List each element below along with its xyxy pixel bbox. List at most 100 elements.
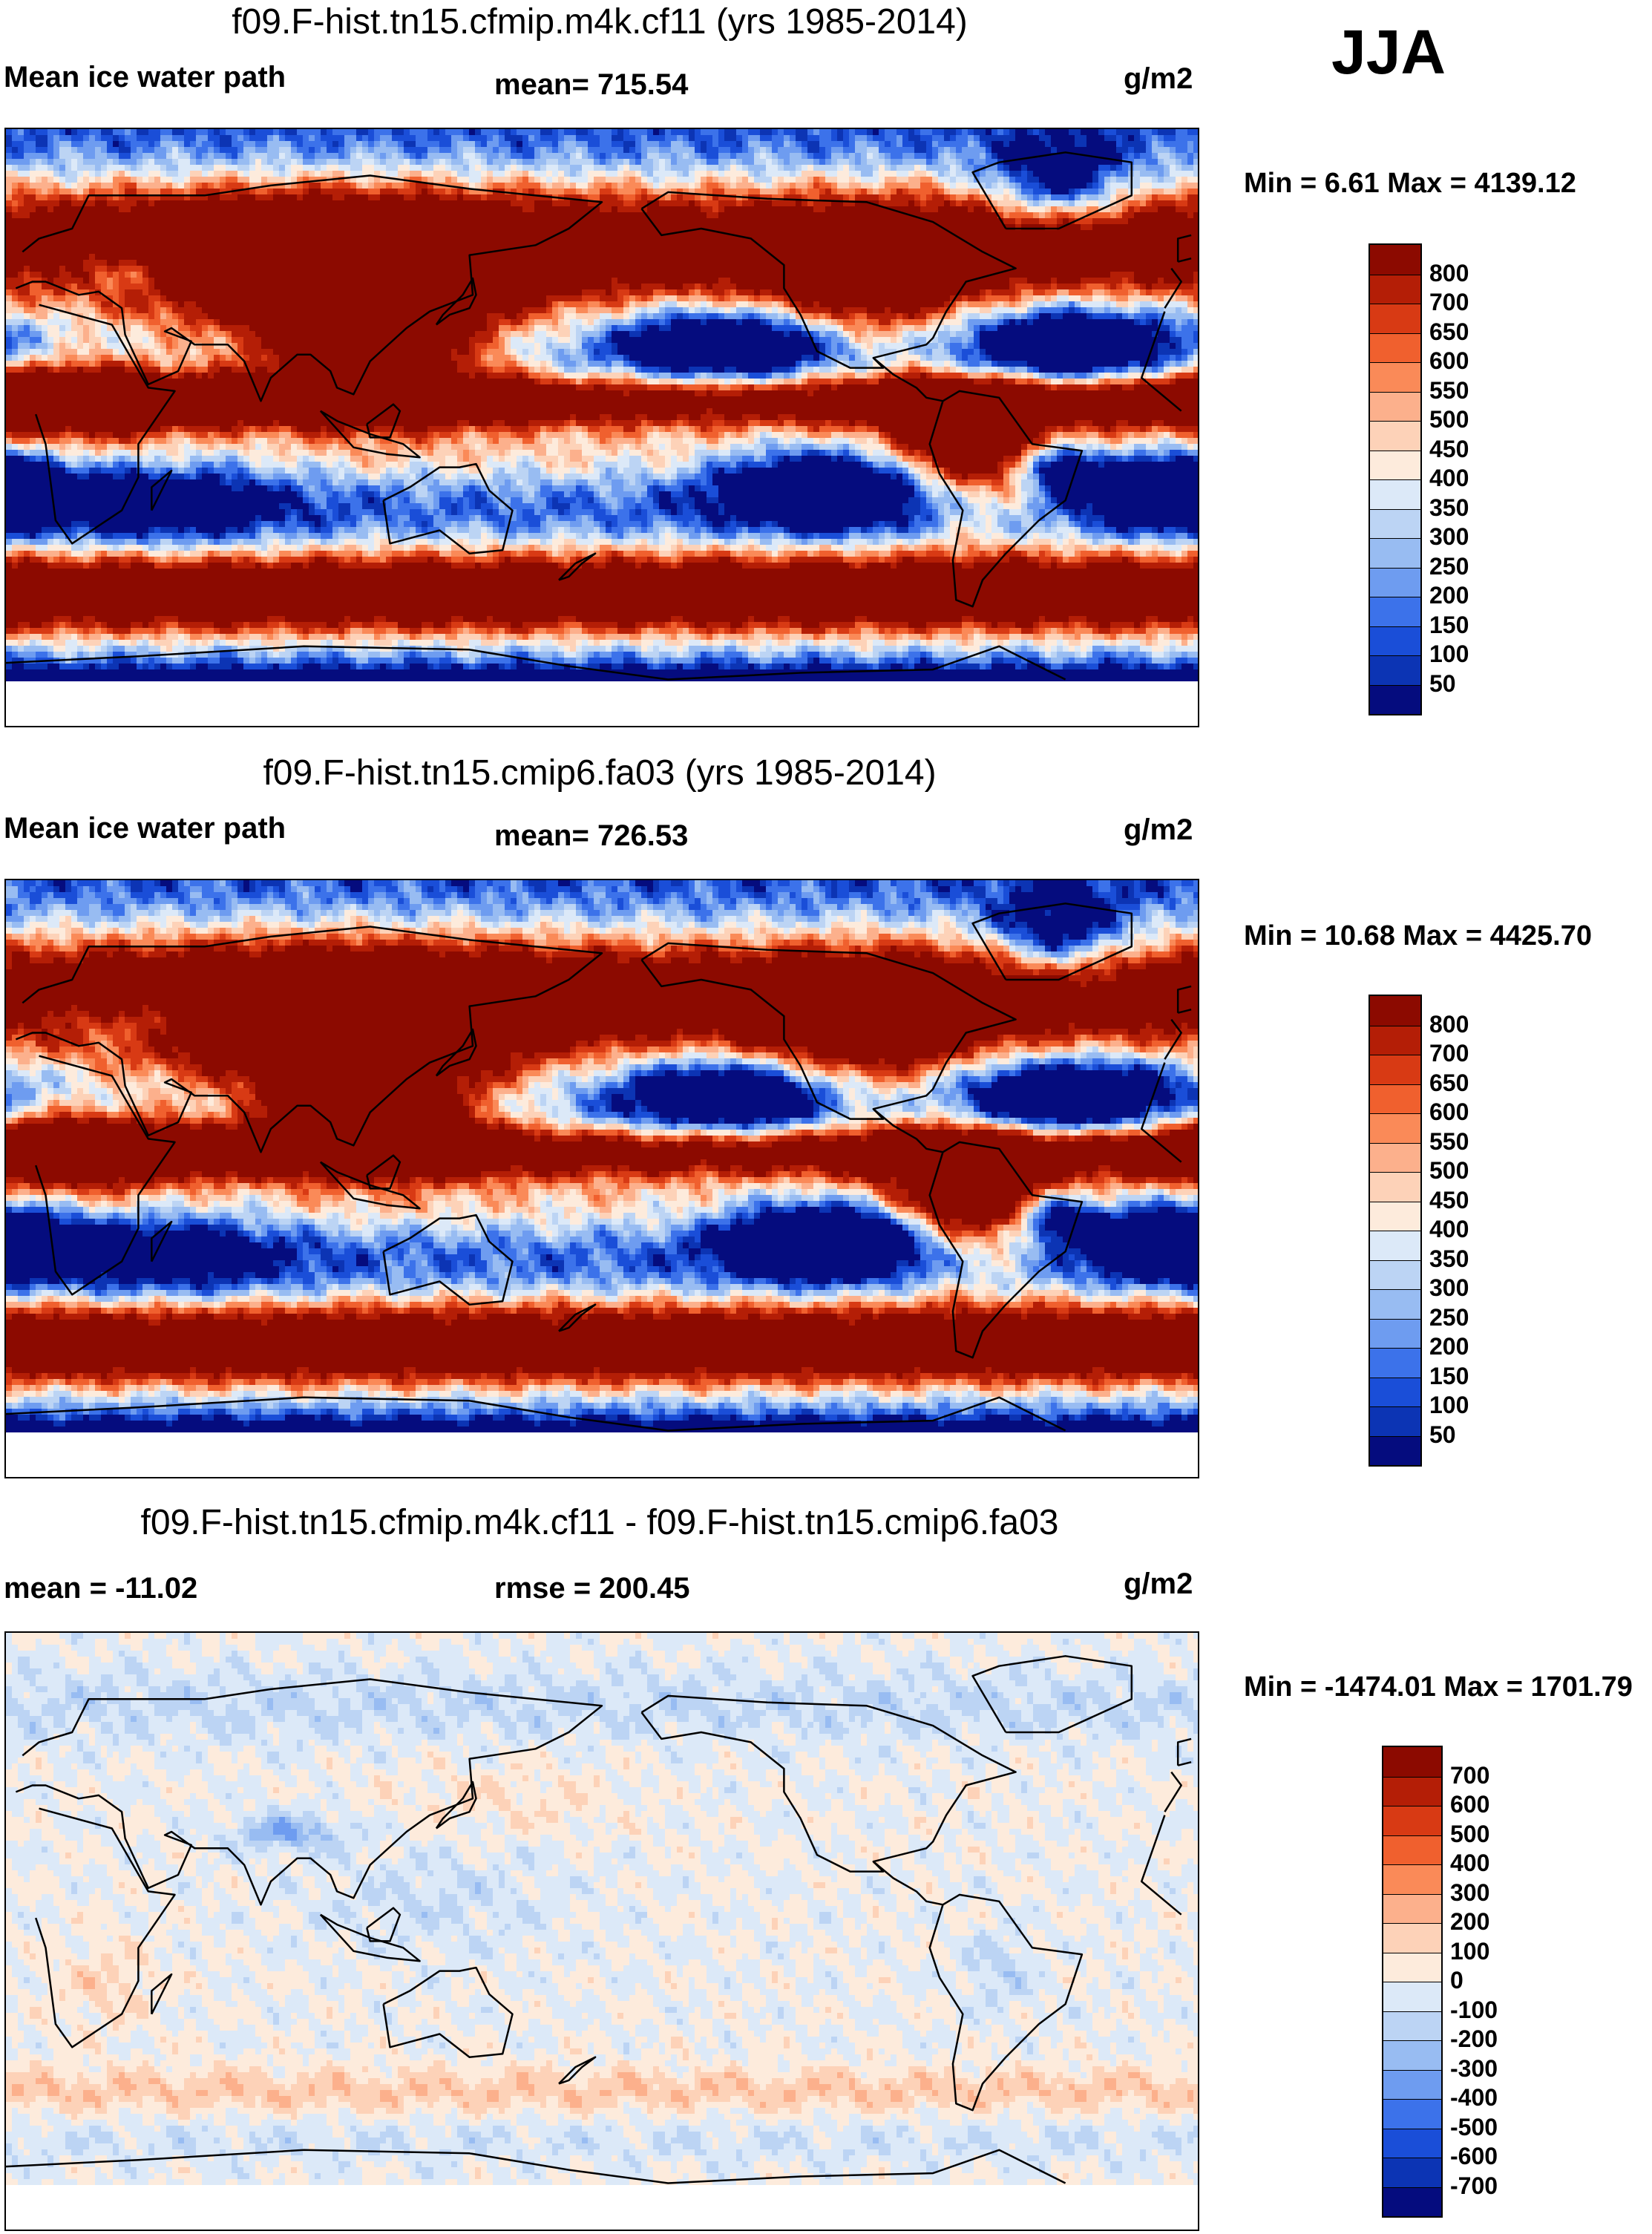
colorbar-swatch xyxy=(1383,2099,1441,2129)
colorbar-swatch xyxy=(1383,1923,1441,1953)
colorbar-swatch xyxy=(1370,1084,1420,1113)
colorbar-swatch xyxy=(1370,1231,1420,1260)
panel-2-field xyxy=(6,880,1198,1477)
colorbar-tick-label: -100 xyxy=(1450,1996,1498,2023)
colorbar-tick-label: 200 xyxy=(1429,582,1469,609)
colorbar-swatch xyxy=(1383,2011,1441,2040)
colorbar-swatch xyxy=(1370,1055,1420,1084)
colorbar-tick-label: -400 xyxy=(1450,2084,1498,2111)
colorbar-swatch xyxy=(1370,1172,1420,1202)
panel-2-minmax: Min = 10.68 Max = 4425.70 xyxy=(1244,920,1592,951)
colorbar-tick-label: 300 xyxy=(1429,1274,1469,1301)
colorbar-tick-label: 450 xyxy=(1429,1186,1469,1213)
colorbar-tick-label: 600 xyxy=(1450,1791,1490,1818)
colorbar-swatch xyxy=(1383,1776,1441,1806)
colorbar-tick-label: -500 xyxy=(1450,2113,1498,2140)
panel-2-mean-label: mean= 726.53 xyxy=(494,819,689,852)
colorbar-swatch xyxy=(1370,362,1420,392)
colorbar-tick-label: 300 xyxy=(1450,1878,1490,1906)
colorbar-tick-label: 550 xyxy=(1429,376,1469,404)
colorbar-tick-label: 300 xyxy=(1429,523,1469,550)
panel-3-coastlines xyxy=(6,1655,1192,2184)
panel-1-left-label: Mean ice water path xyxy=(4,61,286,94)
colorbar-swatch xyxy=(1370,626,1420,655)
colorbar-tick-label: 100 xyxy=(1429,1392,1469,1418)
colorbar-swatch xyxy=(1383,2128,1441,2158)
colorbar-swatch xyxy=(1370,1025,1420,1055)
colorbar-swatch xyxy=(1370,1377,1420,1406)
panel-2-colorbar xyxy=(1369,995,1422,1467)
colorbar-tick-label: 100 xyxy=(1429,641,1469,667)
panel-3-units-label: g/m2 xyxy=(1124,1568,1193,1600)
panel-1-map-svg xyxy=(6,129,1198,726)
colorbar-swatch xyxy=(1383,2158,1441,2187)
colorbar-swatch xyxy=(1370,1113,1420,1143)
colorbar-tick-label: 800 xyxy=(1429,1010,1469,1038)
colorbar-tick-label: 700 xyxy=(1429,289,1469,315)
colorbar-swatch xyxy=(1370,1260,1420,1289)
colorbar-swatch xyxy=(1383,1952,1441,1982)
colorbar-tick-label: 500 xyxy=(1429,1157,1469,1184)
colorbar-tick-label: 650 xyxy=(1429,1069,1469,1096)
panel-2-units-label: g/m2 xyxy=(1124,813,1193,846)
panel-3-map xyxy=(4,1631,1199,2231)
panel-2-map xyxy=(4,879,1199,1478)
colorbar-swatch xyxy=(1370,450,1420,479)
colorbar-tick-label: 500 xyxy=(1429,406,1469,433)
colorbar-swatch xyxy=(1370,567,1420,597)
colorbar-tick-label: 150 xyxy=(1429,1362,1469,1389)
colorbar-tick-label: 450 xyxy=(1429,435,1469,462)
colorbar-swatch xyxy=(1370,421,1420,451)
panel-3-mean-label: mean = -11.02 xyxy=(4,1572,198,1605)
colorbar-tick-label: -200 xyxy=(1450,2025,1498,2052)
colorbar-tick-label: 200 xyxy=(1429,1333,1469,1360)
panel-3-rmse-label: rmse = 200.45 xyxy=(494,1572,690,1605)
panel-1-mean-label: mean= 715.54 xyxy=(494,68,689,101)
colorbar-swatch xyxy=(1370,1348,1420,1378)
colorbar-tick-label: 400 xyxy=(1429,1216,1469,1242)
colorbar-swatch xyxy=(1370,304,1420,333)
colorbar-swatch xyxy=(1370,1289,1420,1319)
season-label: JJA xyxy=(1331,17,1446,87)
colorbar-swatch xyxy=(1383,2040,1441,2070)
colorbar-tick-label: 50 xyxy=(1429,1421,1456,1448)
colorbar-swatch xyxy=(1370,1201,1420,1231)
colorbar-tick-label: 600 xyxy=(1429,347,1469,374)
colorbar-swatch xyxy=(1383,2069,1441,2099)
colorbar-tick-label: 50 xyxy=(1429,669,1456,697)
colorbar-tick-label: 400 xyxy=(1450,1850,1490,1876)
colorbar-swatch xyxy=(1370,1318,1420,1348)
colorbar-swatch xyxy=(1370,508,1420,538)
panel-3-field xyxy=(6,1633,1198,2230)
colorbar-swatch xyxy=(1370,1435,1420,1465)
colorbar-swatch xyxy=(1383,1864,1441,1894)
colorbar-tick-label: 700 xyxy=(1429,1040,1469,1067)
colorbar-tick-label: 200 xyxy=(1450,1908,1490,1935)
colorbar-tick-label: 0 xyxy=(1450,1967,1463,1994)
colorbar-swatch xyxy=(1370,245,1420,275)
panel-2-map-svg xyxy=(6,880,1198,1477)
colorbar-tick-label: -600 xyxy=(1450,2143,1498,2169)
panel-3-colorbar xyxy=(1382,1746,1443,2218)
colorbar-swatch xyxy=(1370,1406,1420,1436)
colorbar-swatch xyxy=(1383,2186,1441,2216)
colorbar-swatch xyxy=(1370,1142,1420,1172)
colorbar-tick-label: -300 xyxy=(1450,2054,1498,2082)
panel-1-colorbar xyxy=(1369,243,1422,715)
colorbar-swatch xyxy=(1370,333,1420,362)
colorbar-swatch xyxy=(1370,479,1420,509)
panel-1-field xyxy=(6,129,1198,726)
colorbar-tick-label: 150 xyxy=(1429,611,1469,638)
colorbar-swatch xyxy=(1370,274,1420,304)
colorbar-tick-label: 250 xyxy=(1429,552,1469,580)
panel-1-title: f09.F-hist.tn15.cfmip.m4k.cf11 (yrs 1985… xyxy=(232,2,968,42)
colorbar-tick-label: 800 xyxy=(1429,259,1469,286)
colorbar-swatch xyxy=(1383,1806,1441,1835)
colorbar-tick-label: 500 xyxy=(1450,1820,1490,1847)
panel-3-minmax: Min = -1474.01 Max = 1701.79 xyxy=(1244,1671,1633,1703)
colorbar-swatch xyxy=(1370,655,1420,685)
panel-2-title: f09.F-hist.tn15.cmip6.fa03 (yrs 1985-201… xyxy=(263,753,937,793)
colorbar-tick-label: 700 xyxy=(1450,1761,1490,1789)
colorbar-tick-label: 400 xyxy=(1429,465,1469,491)
panel-1-minmax: Min = 6.61 Max = 4139.12 xyxy=(1244,168,1576,199)
